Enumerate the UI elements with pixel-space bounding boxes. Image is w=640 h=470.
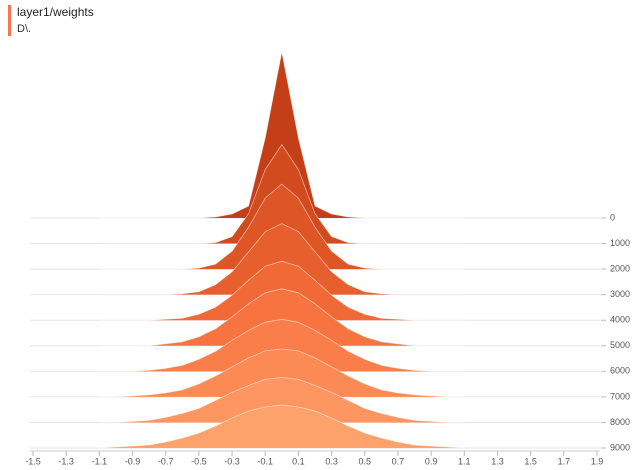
- x-tick-label: -0.9: [125, 456, 141, 466]
- y-tick-label: 9000: [610, 442, 630, 452]
- histogram-ridge: [99, 319, 465, 372]
- y-tick-label: 3000: [610, 289, 630, 299]
- x-tick-label: -1.1: [92, 456, 108, 466]
- ridge-outline: [99, 404, 465, 449]
- histogram-ridge: [99, 288, 465, 346]
- y-tick-label: 5000: [610, 340, 630, 350]
- x-tick-label: 1.1: [458, 456, 471, 466]
- ridge-outline: [99, 376, 465, 423]
- x-tick-label: -1.3: [58, 456, 74, 466]
- x-tick-label: -0.1: [257, 456, 273, 466]
- y-tick-label: 1000: [610, 238, 630, 248]
- title-accent: [8, 5, 11, 36]
- x-tick-label: -0.7: [158, 456, 174, 466]
- x-tick-label: 0.9: [425, 456, 438, 466]
- histogram-ridge: [99, 348, 465, 397]
- ridge-outline: [99, 143, 465, 244]
- y-tick-label: 4000: [610, 315, 630, 325]
- x-tick-label: 0.3: [325, 456, 338, 466]
- x-tick-label: 1.9: [591, 456, 604, 466]
- x-tick-label: 1.5: [524, 456, 537, 466]
- ridge-outline: [99, 183, 465, 270]
- ridge-outline: [99, 348, 465, 398]
- histogram-ridge: [99, 223, 465, 295]
- y-tick-label: 0: [610, 212, 615, 222]
- x-tick-label: 1.7: [558, 456, 571, 466]
- chart-subtitle: D\.: [17, 23, 31, 35]
- ridge-outline: [99, 318, 465, 372]
- x-tick-label: 0.1: [292, 456, 305, 466]
- histogram-ridge: [99, 52, 465, 218]
- y-tick-label: 8000: [610, 417, 630, 427]
- y-tick-label: 7000: [610, 391, 630, 401]
- y-tick-label: 6000: [610, 366, 630, 376]
- x-tick-label: -0.5: [191, 456, 207, 466]
- ridge-outline: [99, 288, 465, 347]
- histogram-ridge: [99, 405, 465, 448]
- x-tick-label: 1.3: [491, 456, 504, 466]
- ridge-outline: [99, 260, 465, 321]
- x-tick-label: -1.5: [25, 456, 41, 466]
- chart-title: layer1/weights: [17, 5, 94, 19]
- x-tick-label: 0.5: [359, 456, 372, 466]
- y-tick-label: 2000: [610, 263, 630, 273]
- x-tick-label: 0.7: [392, 456, 405, 466]
- ridge-outline: [99, 223, 465, 296]
- x-tick-label: -0.3: [224, 456, 240, 466]
- ridge-outline: [99, 51, 465, 219]
